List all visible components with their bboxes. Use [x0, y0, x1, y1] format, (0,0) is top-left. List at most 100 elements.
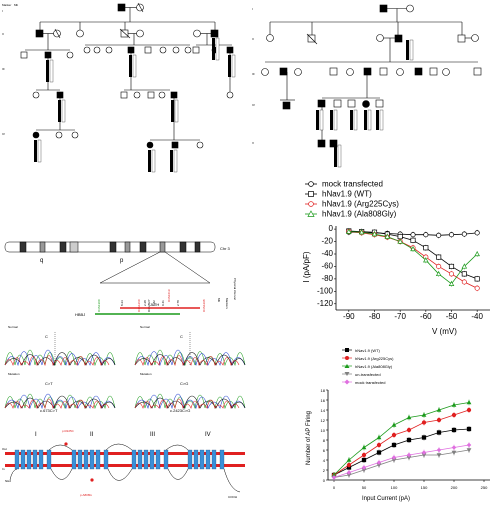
y-tick-label: 4 — [323, 458, 326, 463]
data-point-series-1 — [436, 430, 442, 435]
y-tick-label: -60 — [321, 261, 333, 270]
data-point-series-2 — [361, 452, 367, 458]
data-point-series-3 — [376, 434, 382, 440]
in-label: In — [2, 467, 5, 471]
data-point-series-2 — [466, 407, 472, 413]
y-tick-label: 12 — [321, 418, 326, 423]
data-point-series-3 — [391, 422, 397, 427]
domain-label-2: II — [90, 432, 94, 438]
markers-axis-label: Markers — [225, 298, 229, 309]
firing-legend-1: hNav1.9 (WT) — [355, 348, 381, 353]
data-point-series-4 — [461, 263, 468, 269]
data-point-series-4 — [346, 228, 352, 234]
data-point-series-5 — [361, 465, 367, 470]
a808g-marker — [90, 478, 94, 482]
r-gen-label-IV: IV — [252, 103, 255, 107]
data-point-series-2 — [451, 412, 457, 418]
data-point-series-3 — [346, 457, 352, 462]
iv-ylabel: I (pA/pF) — [302, 251, 311, 282]
x-tick-label: 50 — [362, 485, 367, 490]
sequencing-traces: Normal Normal Mutation Mutation C>T C>G … — [4, 325, 246, 413]
y-tick-label: 10 — [321, 428, 326, 433]
data-point-series-2 — [448, 263, 455, 269]
firing-legend: hNav1.9 (WT) hNav1.9 (Arg225Cys) hNav1.9… — [342, 348, 394, 385]
arm-q-label: q — [40, 258, 43, 264]
domain-label-4: IV — [205, 432, 211, 438]
y-tick-label: 16 — [321, 398, 326, 403]
mb-axis-label: Mb — [217, 298, 221, 302]
pedigree-male-affected — [117, 3, 126, 12]
data-point-series-4 — [397, 238, 403, 244]
data-point-series-2 — [461, 271, 467, 277]
data-point-series-1 — [361, 457, 367, 463]
firing-xlabel: Input Current (pA) — [362, 496, 410, 502]
y-tick-label: -100 — [317, 286, 334, 295]
chromosome-map: Chr 3 q p 8.23 2.28 0.82 0.41 2.78 D3S13… — [4, 241, 237, 317]
data-point-series-5 — [406, 452, 412, 458]
data-point-series-3 — [466, 399, 472, 405]
data-point-series-1 — [474, 230, 480, 236]
iv-xlabel: V (mV) — [432, 327, 457, 336]
iv-chart: mock transfected hNav1.9 (WT) hNav1.9 (A… — [302, 180, 490, 336]
mb-value-2: 2.28 — [143, 300, 147, 306]
gen-label-II: II — [2, 32, 4, 36]
pedigree-right-panel: I II III IV V — [250, 0, 500, 175]
data-point-series-2 — [376, 442, 382, 448]
data-point-series-2 — [436, 254, 442, 260]
series-line-5 — [333, 444, 470, 478]
data-point-series-1 — [448, 232, 455, 238]
seq-mutation-left-label: Mutation — [8, 372, 20, 376]
data-point-series-1 — [466, 426, 472, 432]
data-point-series-4 — [371, 231, 378, 237]
r225c-marker — [64, 442, 68, 446]
chromosome-panel: Chr 3 q p 8.23 2.28 0.82 0.41 2.78 D3S13… — [0, 228, 250, 318]
data-point-series-3 — [461, 279, 467, 285]
data-point-series-4 — [358, 229, 365, 235]
pedigree-left: Marker Mb II III IV I — [2, 2, 236, 173]
data-point-series-1 — [376, 450, 382, 455]
iv-chart-panel: mock transfected hNav1.9 (WT) hNav1.9 (A… — [300, 172, 500, 340]
pedigree-left-panel: Marker Mb II III IV I — [0, 0, 250, 175]
data-point-series-3 — [448, 271, 455, 277]
series-line-2 — [333, 409, 470, 476]
data-point-series-2 — [423, 245, 429, 251]
out-label: Out — [2, 447, 7, 451]
gen-label-I: I — [2, 9, 3, 13]
r-gen-label-V: V — [252, 141, 254, 145]
channel-topology: I II III IV Out In NH2 COOH p.R225C p.A8… — [2, 429, 245, 499]
r-gen-label-I: I — [252, 7, 253, 11]
x-tick-label: -50 — [446, 312, 458, 321]
x-tick-label: -70 — [394, 312, 406, 321]
firing-plot-area: 0 50 100 150 200 250 0 2 4 6 8 10 12 14 16 18 — [321, 388, 490, 490]
x-tick-label: 0 — [333, 485, 336, 490]
data-point-series-1 — [436, 232, 442, 238]
data-point-series-2 — [406, 427, 412, 433]
data-point-series-1 — [410, 232, 416, 238]
y-tick-label: 14 — [321, 408, 326, 413]
y-tick-label: 18 — [321, 388, 326, 393]
membrane-bottom — [5, 464, 245, 467]
marker-name-3: D3S3527 — [147, 299, 151, 312]
data-point-series-5 — [421, 450, 427, 455]
marker-name-2: D3S1260 — [137, 299, 141, 312]
data-point-series-1 — [451, 427, 457, 433]
y-tick-label: -40 — [321, 249, 333, 258]
interval-axis-label: Physical interval — [233, 278, 237, 300]
firing-legend-2: hNav1.9 (Arg225Cys) — [355, 356, 394, 361]
markers-header: Marker — [2, 3, 11, 7]
y-tick-label: 2 — [323, 468, 326, 473]
r-gen-label-II: II — [252, 37, 254, 41]
data-point-series-2 — [410, 237, 416, 243]
data-point-series-2 — [391, 432, 397, 438]
data-point-series-3 — [406, 414, 412, 420]
x-tick-label: -60 — [420, 312, 432, 321]
data-point-series-5 — [451, 445, 457, 450]
data-point-series-4 — [451, 450, 457, 456]
y-tick-label: 6 — [323, 448, 326, 453]
y-tick-label: -120 — [317, 299, 334, 308]
firing-legend-3: hNav1.9 (Ala808Gly) — [355, 364, 393, 369]
membrane-top — [5, 452, 245, 455]
data-point-series-2 — [474, 276, 480, 282]
firing-chart-panel: hNav1.9 (WT) hNav1.9 (Arg225Cys) hNav1.9… — [300, 340, 500, 504]
data-point-series-3 — [436, 407, 442, 412]
